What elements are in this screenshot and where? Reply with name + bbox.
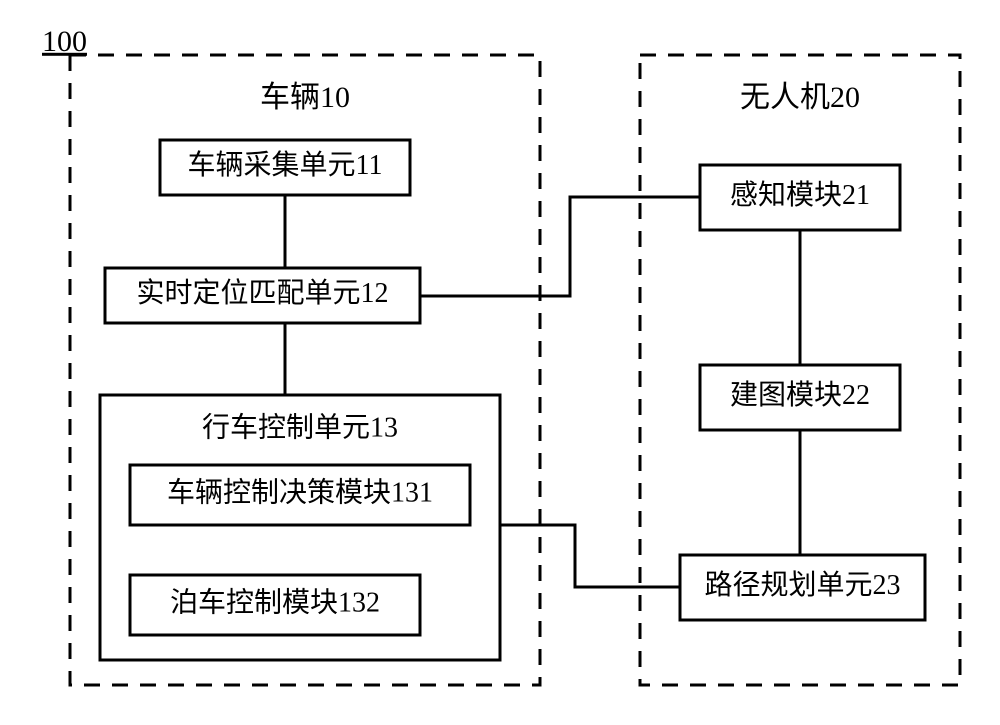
- connector: [500, 525, 680, 587]
- box-b21-label: 感知模块21: [730, 179, 870, 211]
- box-b131-label: 车辆控制决策模块131: [167, 476, 433, 508]
- connector: [420, 197, 700, 296]
- vehicle-group-title: 车辆10: [260, 81, 350, 114]
- box-b23-label: 路径规划单元23: [704, 569, 900, 601]
- drone-group-title: 无人机20: [740, 81, 860, 114]
- box-b22-label: 建图模块22: [730, 379, 870, 411]
- box-b12-label: 实时定位匹配单元12: [136, 277, 388, 309]
- outer-label: 100: [42, 25, 87, 58]
- box-b132-label: 泊车控制模块132: [170, 586, 380, 618]
- box-b13_outer-label: 行车控制单元13: [202, 411, 398, 443]
- box-b11-label: 车辆采集单元11: [188, 149, 383, 181]
